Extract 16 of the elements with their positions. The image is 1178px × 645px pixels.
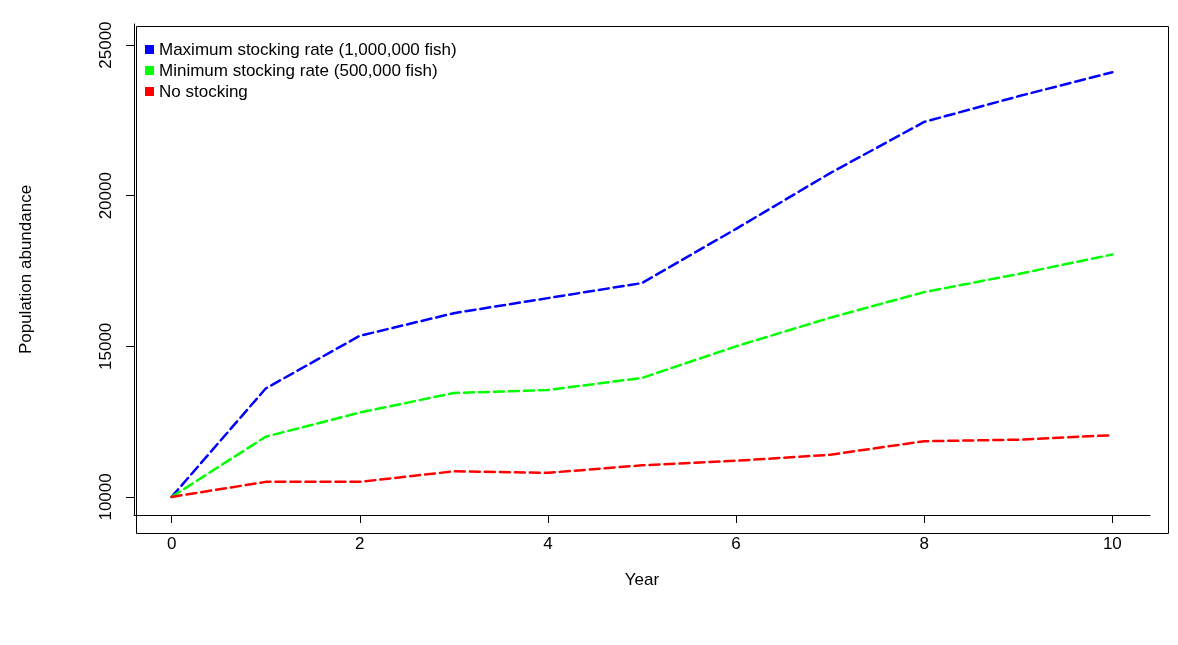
- legend-label: Minimum stocking rate (500,000 fish): [159, 61, 438, 80]
- y-tick-label: 20000: [96, 172, 115, 220]
- x-axis-title: Year: [624, 570, 660, 589]
- x-tick-label: 6: [731, 534, 741, 553]
- x-tick-label: 0: [166, 534, 177, 553]
- y-axis-title: Population abundance: [16, 184, 35, 355]
- x-tick-label: 8: [919, 534, 929, 553]
- x-tick-label: 2: [355, 534, 365, 553]
- line-series: [170, 253, 1114, 499]
- x-tick-label: 10: [1102, 534, 1122, 553]
- legend-label: Maximum stocking rate (1,000,000 fish): [159, 40, 457, 59]
- y-tick-label: 15000: [96, 322, 115, 370]
- x-tick-label: 4: [543, 534, 553, 553]
- y-tick-label: 25000: [96, 21, 115, 69]
- y-tick-label: 10000: [96, 473, 115, 521]
- legend-label: No stocking: [159, 82, 248, 101]
